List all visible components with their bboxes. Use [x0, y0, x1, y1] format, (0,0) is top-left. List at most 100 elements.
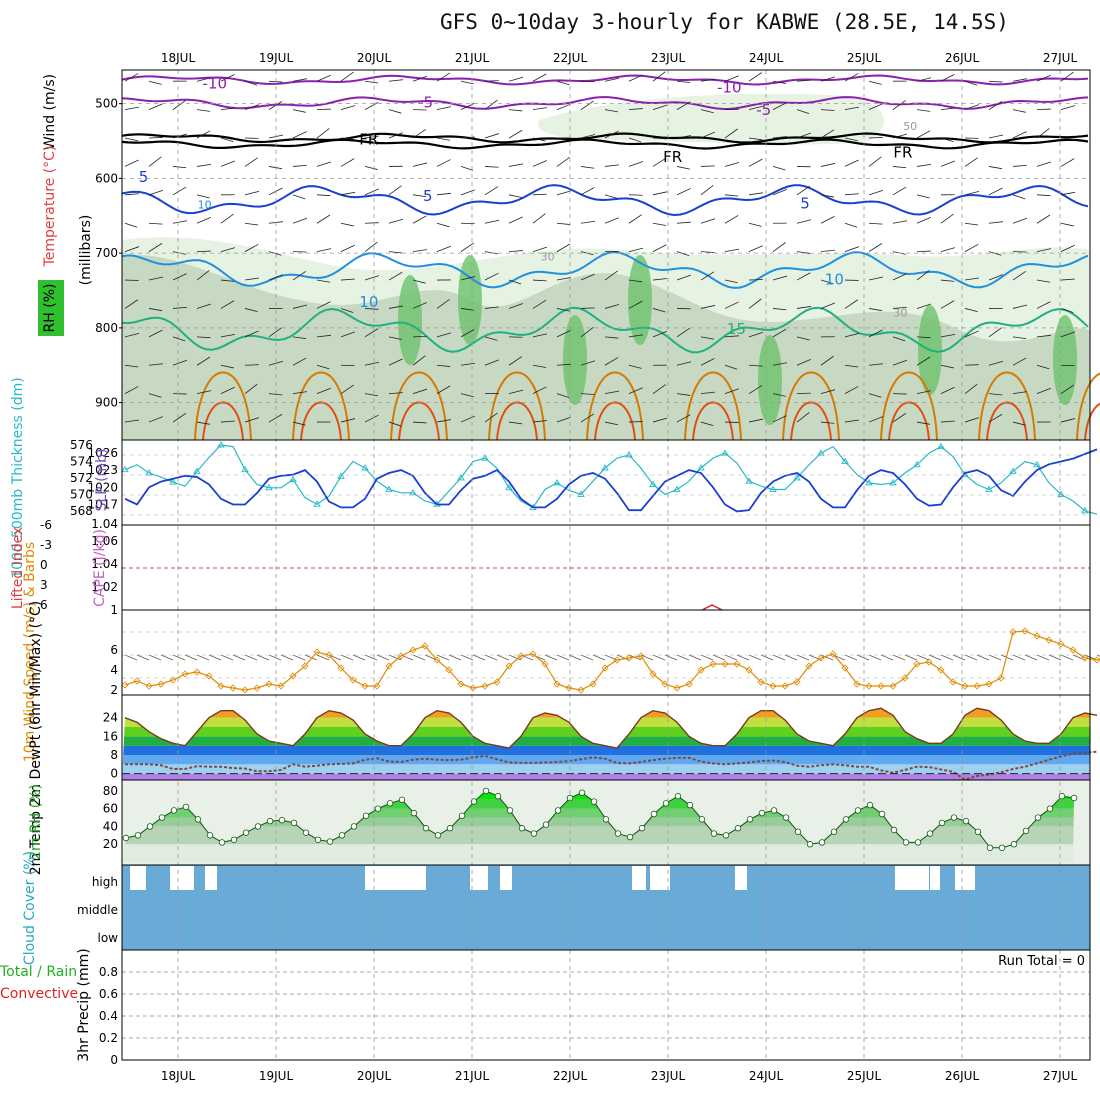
wind-barb	[868, 243, 883, 252]
wind-barb	[796, 219, 812, 224]
wind-barb	[748, 385, 763, 394]
date-label-bottom: 26JUL	[945, 1069, 980, 1083]
wind-barb	[532, 213, 546, 224]
temp-band	[122, 708, 1090, 718]
wind-barb	[172, 220, 188, 224]
wind-barb	[220, 386, 235, 395]
wind-barb	[316, 108, 331, 111]
wind-barb	[820, 76, 836, 82]
wind-barb-10m	[592, 654, 606, 661]
rh-point	[602, 816, 610, 823]
temp-band	[122, 727, 1090, 737]
isotherm-warm-arc	[978, 371, 1036, 441]
wind-barb	[724, 194, 739, 197]
wind-barb	[1060, 384, 1075, 394]
thickness-point	[337, 472, 345, 479]
wind-barb	[988, 166, 1003, 170]
wind-barb	[580, 393, 595, 395]
rh-point	[782, 814, 790, 821]
wind-barb	[556, 80, 570, 86]
cloud-gap	[735, 866, 747, 890]
wind-barb	[292, 336, 307, 340]
contour-label: 10	[359, 293, 378, 311]
wind-barb	[964, 190, 980, 196]
wind-barb	[652, 71, 666, 82]
wind-barb	[220, 279, 235, 282]
wind10m-point	[301, 662, 309, 670]
rh-point	[794, 828, 802, 835]
wind10m-point	[385, 662, 393, 670]
wind10m-point	[133, 677, 141, 685]
wind-barb	[940, 279, 955, 282]
temp-band	[122, 717, 1090, 727]
contour-label: 15	[727, 320, 746, 338]
wind-barb	[316, 279, 331, 283]
wind10m-point	[1069, 646, 1077, 654]
temp-tick-label: 0	[110, 767, 118, 781]
date-label-bottom: 24JUL	[749, 1069, 784, 1083]
rh-point	[722, 832, 730, 839]
wind-barb	[532, 246, 548, 253]
wind-barb	[244, 383, 258, 394]
dewpoint-line	[125, 750, 1098, 781]
thickness-point	[1081, 507, 1089, 514]
rh-point	[470, 798, 478, 805]
wind-barb	[892, 100, 906, 110]
rh-moist-core	[458, 255, 482, 345]
wind-barb	[484, 336, 498, 341]
wind-barb	[532, 420, 547, 423]
rh2m-panel	[122, 780, 1090, 865]
rh-tick-label: 40	[103, 819, 118, 833]
wind10m-point	[1021, 627, 1029, 635]
isotherm-warm-arc	[194, 371, 252, 441]
date-label-bottom: 23JUL	[651, 1069, 686, 1083]
contour-label: 10	[825, 271, 844, 289]
wind-barb	[1012, 217, 1027, 224]
slp-tick-label: 1020	[87, 480, 118, 494]
label-total-rain: Total / Rain	[0, 964, 77, 980]
precip-tick-label: 0	[110, 1053, 118, 1067]
wind10m-point	[997, 674, 1005, 682]
isotherm-hot-arc	[300, 401, 342, 441]
rh-point	[650, 810, 658, 818]
wind-barb	[676, 80, 691, 83]
wind-barb	[364, 222, 379, 224]
wind-barb	[700, 109, 714, 114]
temp-line	[124, 707, 1098, 749]
wind10m-point	[685, 680, 693, 688]
rh-tick-label: 80	[103, 784, 118, 798]
temp-tick-label: 16	[103, 729, 118, 743]
wind-barb	[388, 132, 403, 139]
wind-barb	[580, 187, 595, 196]
grid-lines	[122, 70, 1090, 1060]
wind-barb	[700, 391, 715, 395]
wind-barb-10m	[844, 654, 858, 661]
wind-barb	[700, 218, 716, 224]
rh-point	[590, 798, 598, 805]
isotherm-warm-arc	[390, 371, 448, 441]
wind-barb	[1060, 158, 1075, 167]
rh-point	[314, 836, 322, 843]
wind-barb-10m	[1048, 654, 1062, 661]
thickness-point	[625, 451, 633, 458]
wind10m-panel	[121, 627, 1100, 694]
wind-barb	[556, 222, 571, 225]
wind-barb	[820, 109, 835, 111]
rh-moist-core	[1053, 315, 1077, 405]
wind-barb-10m	[268, 654, 282, 661]
wind-barb	[292, 304, 308, 309]
contour-label: -10	[717, 78, 742, 96]
wind10m-point	[289, 672, 297, 680]
wind-barb	[652, 417, 668, 423]
wind-barb	[892, 336, 906, 342]
isotherm-minus5	[121, 96, 1089, 111]
wind-barb	[532, 137, 546, 142]
wind-barb	[460, 80, 474, 85]
thickness-point	[649, 480, 657, 487]
wind-barb	[316, 301, 331, 309]
pressure-tick-label: 800	[95, 321, 118, 335]
wind-barb	[844, 385, 859, 395]
rh-point	[230, 836, 238, 843]
slp-tick-label: 1.04	[91, 517, 118, 531]
wind-barb	[892, 133, 908, 139]
